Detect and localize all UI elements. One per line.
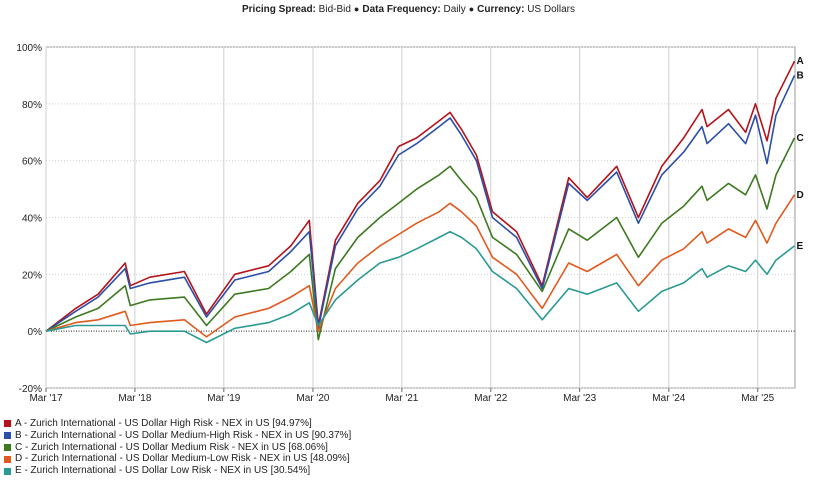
legend-swatch bbox=[4, 432, 11, 440]
x-tick-label: Mar '20 bbox=[296, 393, 329, 404]
legend-item: D - Zurich International - US Dollar Med… bbox=[4, 453, 351, 465]
x-tick-label: Mar '23 bbox=[563, 393, 596, 404]
series-line-e bbox=[45, 230, 795, 344]
currency-label: Currency: bbox=[477, 4, 525, 15]
legend-swatch bbox=[4, 420, 11, 428]
legend-label: E - Zurich International - US Dollar Low… bbox=[15, 465, 311, 477]
y-tick-label: 80% bbox=[22, 100, 42, 111]
separator-dot-icon: ● bbox=[353, 4, 360, 14]
legend-label: D - Zurich International - US Dollar Med… bbox=[15, 453, 350, 465]
x-tick-label: Mar '21 bbox=[385, 393, 418, 404]
legend-swatch bbox=[4, 467, 11, 475]
x-tick-label: Mar '17 bbox=[29, 393, 62, 404]
data-frequency-label: Data Frequency: bbox=[362, 4, 441, 15]
series-end-label-b: B bbox=[797, 70, 804, 81]
legend-label: A - Zurich International - US Dollar Hig… bbox=[15, 418, 312, 429]
series-line-a bbox=[45, 60, 796, 332]
chart-legend: A - Zurich International - US Dollar Hig… bbox=[4, 418, 351, 477]
performance-line-chart: -20% 0% 20% 40% 60% 80% 100% Mar '17 Mar '18 Mar … bbox=[16, 43, 804, 404]
y-tick-label: -20% bbox=[19, 384, 42, 395]
series-end-label-e: E bbox=[797, 241, 804, 252]
series-end-label-d: D bbox=[797, 190, 804, 201]
x-tick-label: Mar '25 bbox=[741, 393, 774, 404]
series-end-label-a: A bbox=[797, 56, 804, 67]
legend-swatch bbox=[4, 443, 11, 451]
series-end-label-c: C bbox=[797, 133, 804, 144]
series-line-b bbox=[45, 75, 796, 332]
y-tick-label: 0% bbox=[28, 327, 43, 338]
legend-label: C - Zurich International - US Dollar Med… bbox=[15, 441, 328, 453]
y-tick-label: 100% bbox=[16, 43, 42, 54]
y-tick-label: 40% bbox=[22, 214, 42, 225]
x-tick-label: Mar '19 bbox=[207, 393, 240, 404]
x-tick-label: Mar '24 bbox=[652, 393, 685, 404]
series-line-d bbox=[45, 194, 796, 338]
legend-item: A - Zurich International - US Dollar Hig… bbox=[4, 418, 351, 430]
y-tick-label: 60% bbox=[22, 157, 42, 168]
legend-item: B - Zurich International - US Dollar Med… bbox=[4, 430, 351, 442]
data-frequency-value: Daily bbox=[443, 4, 466, 15]
pricing-spread-value: Bid-Bid bbox=[318, 4, 351, 15]
legend-item: E - Zurich International - US Dollar Low… bbox=[4, 465, 351, 477]
legend-label: B - Zurich International - US Dollar Med… bbox=[15, 429, 352, 441]
chart-header: Pricing Spread: Bid-Bid ● Data Frequency: … bbox=[0, 4, 817, 15]
series-line-c bbox=[45, 137, 796, 341]
x-tick-label: Mar '22 bbox=[474, 393, 507, 404]
separator-dot-icon: ● bbox=[468, 4, 475, 14]
y-tick-label: 20% bbox=[22, 270, 42, 281]
currency-value: US Dollars bbox=[527, 4, 575, 15]
pricing-spread-label: Pricing Spread: bbox=[241, 4, 316, 15]
legend-swatch bbox=[4, 455, 11, 463]
legend-item: C - Zurich International - US Dollar Med… bbox=[4, 442, 351, 454]
x-tick-label: Mar '18 bbox=[118, 393, 151, 404]
